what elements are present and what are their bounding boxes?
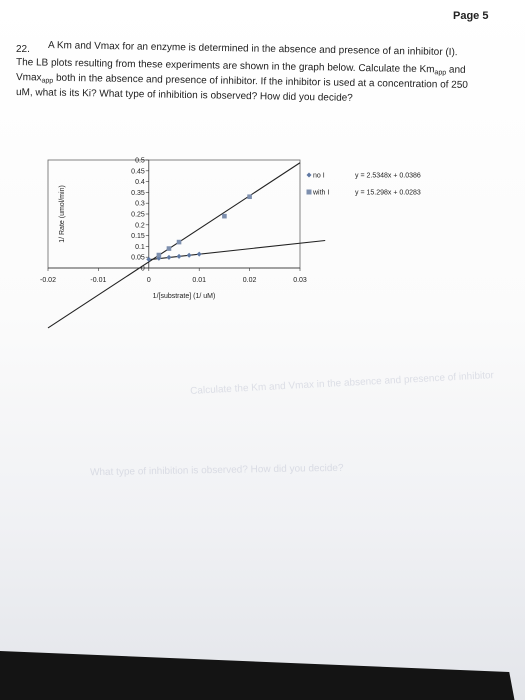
data-point-with-inhibitor: [222, 213, 227, 219]
x-tick-label: 0: [147, 277, 151, 284]
trendline-no-inhibitor: [148, 239, 326, 261]
y-tick-label: 0.35: [131, 190, 145, 197]
question-number: 22.: [16, 44, 30, 55]
data-point-with-inhibitor: [247, 194, 252, 200]
data-point-no-inhibitor: [146, 256, 152, 262]
x-tick-label: -0.01: [90, 277, 106, 284]
x-tick-label: 0.02: [243, 277, 257, 284]
page-number: Page 5: [453, 10, 489, 22]
y-tick-label: 0.45: [131, 168, 145, 175]
data-point-with-inhibitor: [176, 239, 182, 245]
legend-marker-with-inhibitor: [306, 189, 312, 195]
legend-equation-no-inhibitor: y = 2.5348x + 0.0386: [355, 173, 421, 180]
legend-label-no-inhibitor: no I: [313, 173, 325, 180]
y-tick-label: 0.25: [131, 212, 145, 219]
y-tick-label: 0.15: [131, 233, 145, 240]
data-point-no-inhibitor: [186, 252, 192, 258]
y-tick-label: 0: [141, 266, 145, 273]
x-tick-label: 0.01: [192, 277, 206, 284]
y-tick-label: 0.2: [135, 222, 145, 229]
data-point-with-inhibitor: [156, 252, 162, 258]
data-point-no-inhibitor: [176, 253, 182, 259]
data-point-with-inhibitor: [166, 246, 172, 251]
legend-label-with-inhibitor: with I: [312, 190, 329, 197]
data-point-no-inhibitor: [196, 251, 202, 257]
y-tick-label: 0.5: [135, 158, 145, 165]
y-tick-label: 0.4: [135, 179, 145, 186]
legend-marker-no-inhibitor: [306, 172, 312, 178]
legend-equation-with-inhibitor: y = 15.298x + 0.0283: [355, 190, 421, 197]
x-axis-title: 1/[substrate] (1/ uM): [153, 293, 216, 300]
y-axis-title: 1/ Rate (umol/min): [59, 185, 66, 243]
y-tick-label: 0.3: [135, 201, 145, 208]
trendline-with-inhibitor: [47, 162, 301, 329]
x-tick-label: -0.02: [40, 277, 56, 284]
y-tick-label: 0.05: [131, 255, 145, 262]
y-tick-label: 0.1: [135, 244, 145, 251]
x-tick-label: 0.03: [293, 277, 307, 284]
data-point-no-inhibitor: [166, 254, 172, 260]
plot-area-border: [47, 159, 301, 269]
